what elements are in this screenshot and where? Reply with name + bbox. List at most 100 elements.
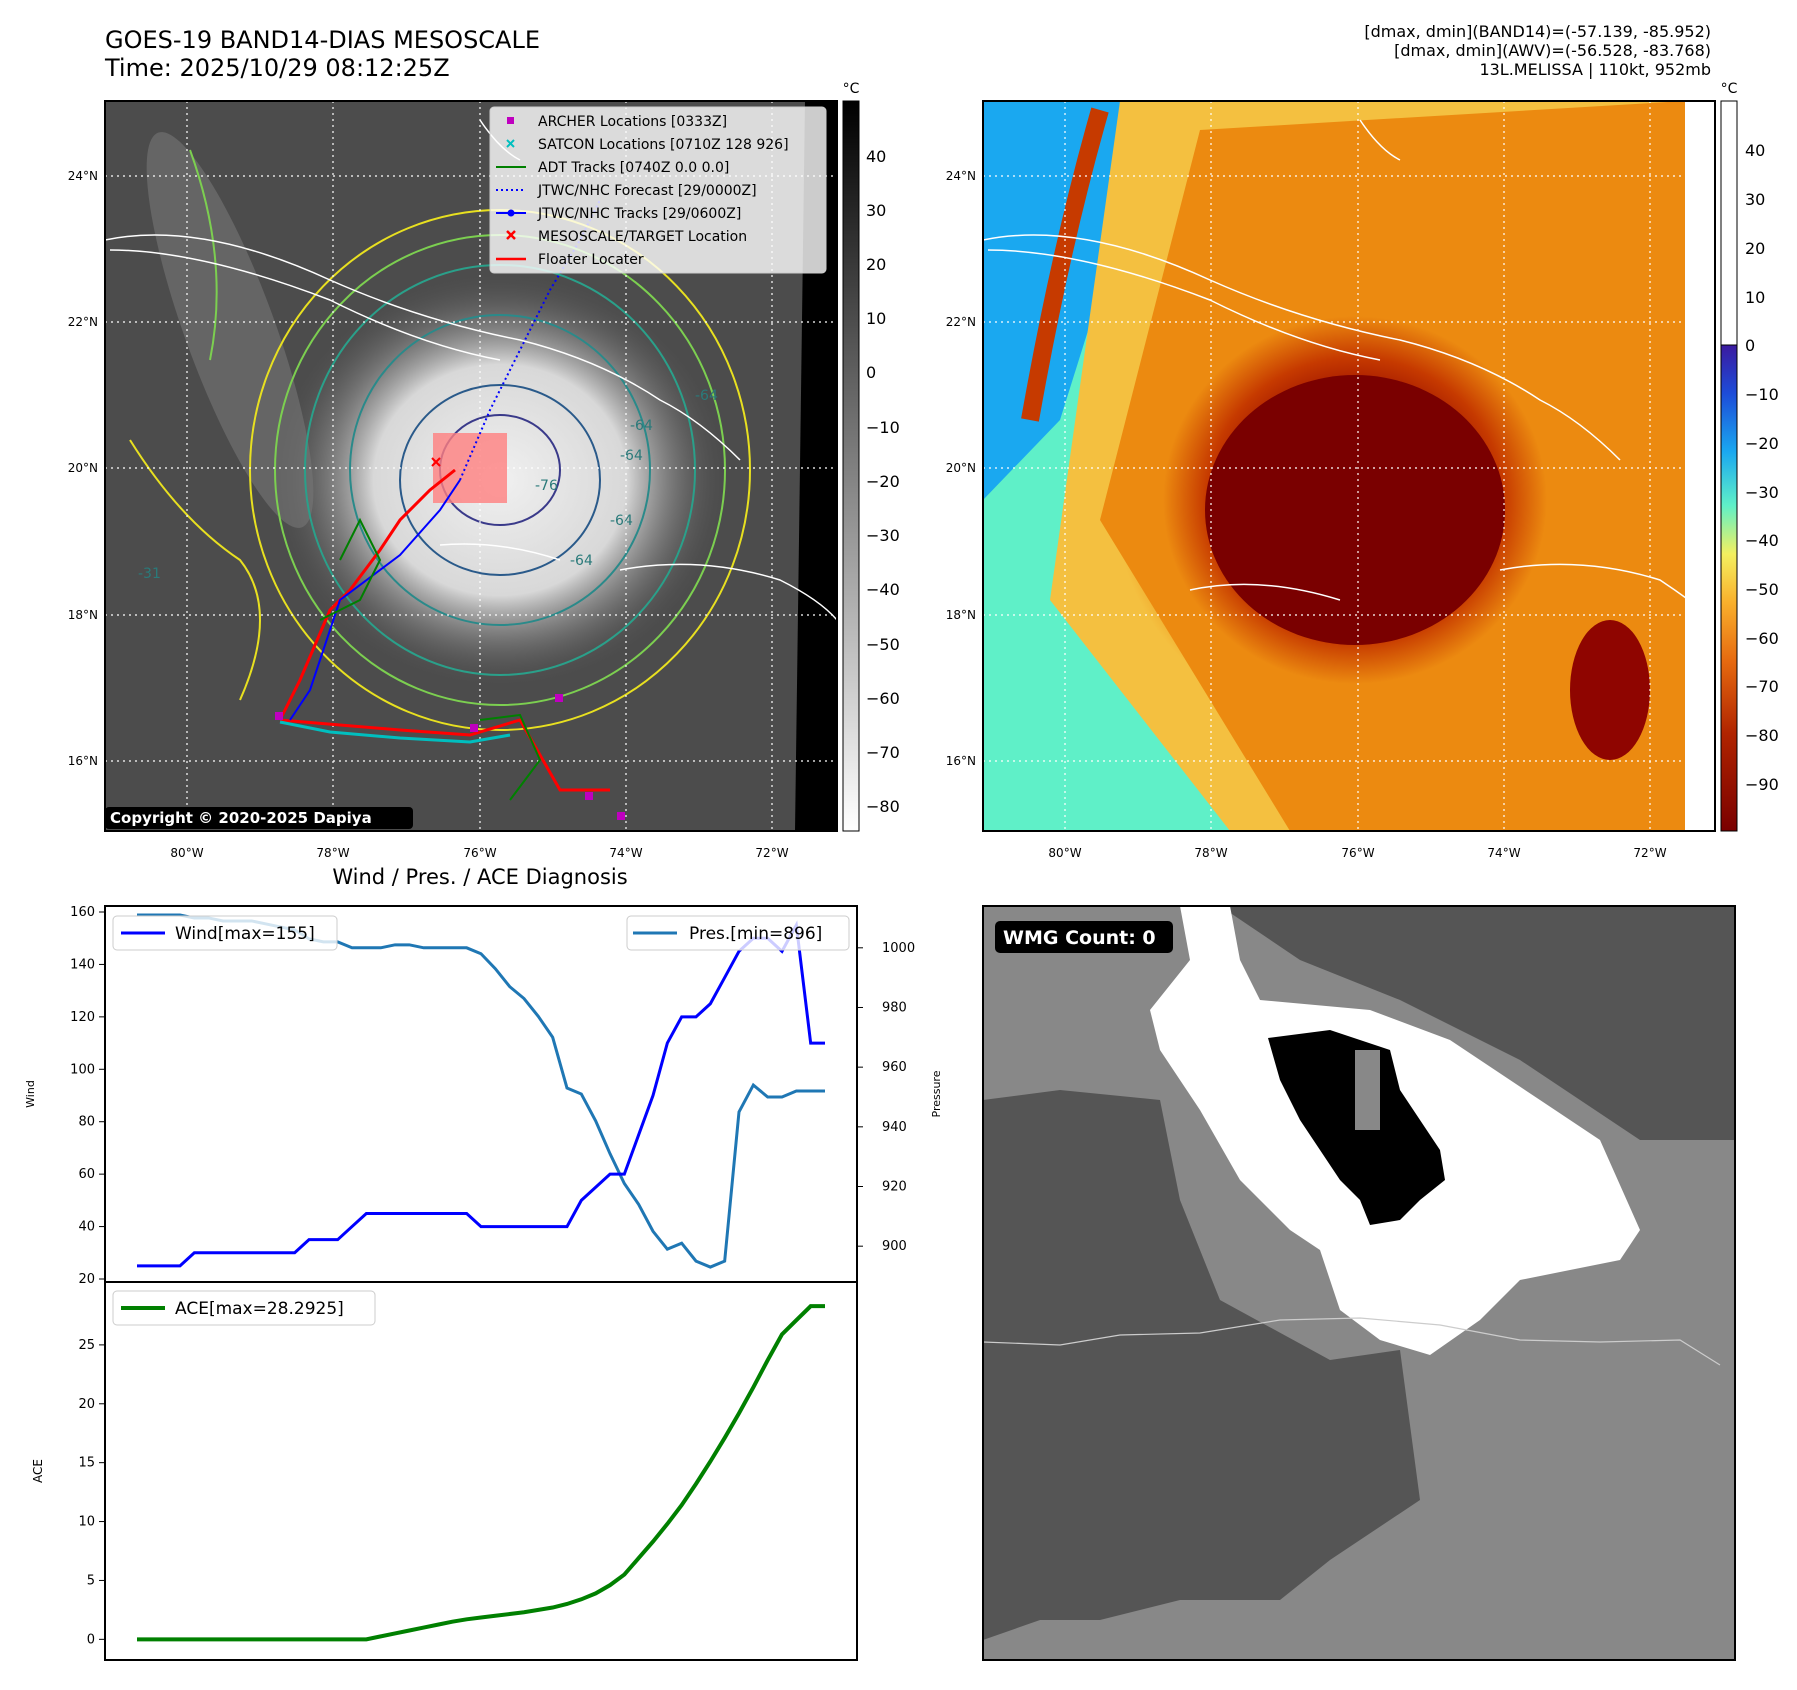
contour-label: -64 xyxy=(630,418,653,434)
colorbar-tick: −30 xyxy=(1745,483,1779,502)
colorbar-tick: −90 xyxy=(1745,775,1779,794)
lon-tick: 72°W xyxy=(755,846,788,860)
legend-entry: JTWC/NHC Tracks [29/0600Z] xyxy=(537,206,741,222)
ace-tick-label: 15 xyxy=(78,1456,95,1471)
ir-contour xyxy=(349,314,651,626)
wind-tick-label: 60 xyxy=(78,1167,95,1182)
diagnosis-title: Wind / Pres. / ACE Diagnosis xyxy=(332,865,627,889)
contour-label: -64 xyxy=(695,388,718,404)
wind-tick-label: 140 xyxy=(70,957,95,972)
colorbar-tick: −70 xyxy=(866,743,900,762)
ace-plot-frame xyxy=(104,1281,858,1661)
wmg-panel: WMG Count: 0 xyxy=(982,905,1736,1661)
awv-storm-core xyxy=(1205,375,1505,645)
wind-series-line xyxy=(137,920,825,1268)
lat-tick: 22°N xyxy=(946,315,976,329)
ace-panel: 0 5 10 15 20 25 ACE ACE[max=28.2925] xyxy=(31,1281,858,1661)
awv-map-panel: 80°W 78°W 76°W 74°W 72°W 24°N 22°N 20°N … xyxy=(946,81,1779,860)
wmg-coastline xyxy=(983,1317,1721,1366)
legend-entry: MESOSCALE/TARGET Location xyxy=(538,229,747,245)
ace-tick-label: 20 xyxy=(78,1397,95,1412)
awv-colorbar-top xyxy=(1720,100,1738,346)
ace-legend-label: ACE[max=28.2925] xyxy=(175,1299,344,1319)
lat-tick: 24°N xyxy=(68,169,98,183)
colorbar-tick: 0 xyxy=(866,363,876,382)
lon-tick: 80°W xyxy=(170,846,203,860)
stats-line-1: [dmax, dmin](BAND14)=(-57.139, -85.952) xyxy=(1364,22,1711,41)
lat-tick: 20°N xyxy=(946,461,976,475)
pressure-legend-label: Pres.[min=896] xyxy=(689,924,822,944)
stats-line-3: 13L.MELISSA | 110kt, 952mb xyxy=(1479,60,1711,79)
ir-coastlines xyxy=(105,119,837,621)
wind-tick-label: 100 xyxy=(70,1062,95,1077)
contour-label: -31 xyxy=(138,566,161,582)
pressure-axis-label: Pressure xyxy=(930,1070,943,1117)
ir-map-panel: -64 -64 -64 -31 -64 -76 -64 xyxy=(68,81,900,860)
lat-tick: 16°N xyxy=(946,754,976,768)
awv-map-frame xyxy=(982,100,1716,832)
awv-colorbar-unit: °C xyxy=(1721,81,1738,97)
colorbar-tick: −20 xyxy=(1745,434,1779,453)
ir-lon-ticks: 80°W 78°W 76°W 74°W 72°W xyxy=(170,846,788,860)
wmg-frame xyxy=(982,905,1736,1661)
pressure-yticks: 900 920 940 960 980 1000 xyxy=(857,941,915,1254)
lat-tick: 24°N xyxy=(946,169,976,183)
colorbar-tick: 30 xyxy=(866,201,886,220)
ir-lat-ticks: 24°N 22°N 20°N 18°N 16°N xyxy=(68,169,98,768)
awv-coastlines xyxy=(983,119,1715,621)
pressure-tick-label: 940 xyxy=(882,1120,907,1135)
jamaica-coastline xyxy=(439,543,561,561)
mesoscale-target-box xyxy=(433,433,507,503)
colorbar-tick: −80 xyxy=(866,797,900,816)
stats-line-2: [dmax, dmin](AWV)=(-56.528, -83.768) xyxy=(1394,41,1711,60)
awv-gridlines xyxy=(983,101,1715,831)
ir-legend: ARCHER Locations [0333Z] SATCON Location… xyxy=(489,106,827,274)
wmg-eye-center xyxy=(1355,1050,1380,1130)
ace-tick-label: 10 xyxy=(78,1515,95,1530)
lon-tick: 76°W xyxy=(463,846,496,860)
hispaniola-coastline xyxy=(1499,563,1715,621)
ir-contour-band xyxy=(189,149,218,361)
tracks-legend-dot xyxy=(507,209,515,217)
colorbar-tick: −50 xyxy=(866,635,900,654)
colorbar-tick: −40 xyxy=(1745,531,1779,550)
legend-entry: ARCHER Locations [0333Z] xyxy=(538,114,727,130)
pressure-tick-label: 900 xyxy=(882,1239,907,1254)
wind-tick-label: 120 xyxy=(70,1010,95,1025)
ace-legend-box xyxy=(112,1290,376,1326)
cuba-coastline xyxy=(987,249,1381,361)
lat-tick: 20°N xyxy=(68,461,98,475)
adt-track xyxy=(479,713,542,801)
colorbar-tick: −10 xyxy=(1745,385,1779,404)
wind-pressure-panel: Wind / Pres. / ACE Diagnosis 20 40 60 80 100… xyxy=(24,865,943,1287)
lon-tick: 78°W xyxy=(1194,846,1227,860)
pressure-legend-box xyxy=(626,915,850,951)
bahamas-coastline xyxy=(1359,119,1401,161)
colorbar-tick: −60 xyxy=(866,689,900,708)
lat-tick: 18°N xyxy=(946,608,976,622)
lat-tick: 16°N xyxy=(68,754,98,768)
wind-plot-frame xyxy=(104,905,858,1283)
copyright-badge-bg xyxy=(105,807,413,829)
colorbar-tick: −50 xyxy=(1745,580,1779,599)
ir-colorbar xyxy=(842,100,860,832)
pressure-tick-label: 960 xyxy=(882,1060,907,1075)
awv-colorbar-ticks: 40 30 20 10 0 −10 −20 −30 −40 −50 −60 −7… xyxy=(1745,141,1779,794)
jamaica-coastline xyxy=(1189,583,1341,601)
awv-lon-ticks: 80°W 78°W 76°W 74°W 72°W xyxy=(1048,846,1666,860)
wind-tick-label: 40 xyxy=(78,1220,95,1235)
lon-tick: 76°W xyxy=(1341,846,1374,860)
lon-tick: 72°W xyxy=(1633,846,1666,860)
lon-tick: 74°W xyxy=(1487,846,1520,860)
wind-tick-label: 20 xyxy=(78,1272,95,1287)
ace-yticks: 0 5 10 15 20 25 xyxy=(78,1338,105,1647)
wmg-dark-region xyxy=(1220,906,1735,1140)
awv-cold-cloud xyxy=(1570,620,1650,760)
ir-contour xyxy=(399,384,601,576)
colorbar-tick: −60 xyxy=(1745,629,1779,648)
lat-tick: 18°N xyxy=(68,608,98,622)
contour-label: -64 xyxy=(570,553,593,569)
pressure-tick-label: 920 xyxy=(882,1180,907,1195)
legend-entry: JTWC/NHC Forecast [29/0000Z] xyxy=(537,183,757,199)
